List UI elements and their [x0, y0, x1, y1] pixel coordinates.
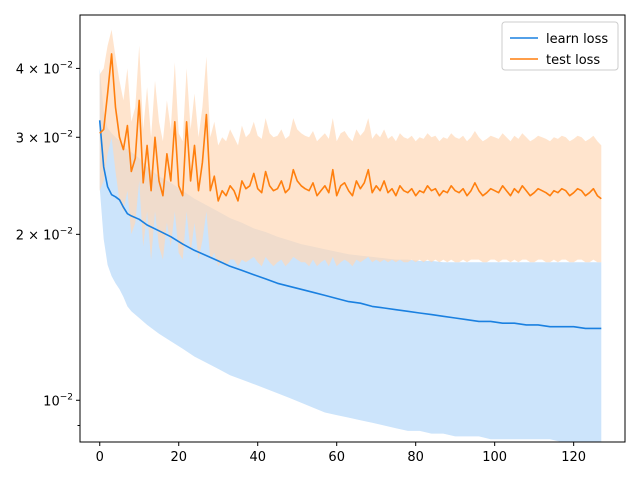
x-tick-label: 80 — [407, 450, 424, 465]
series-lines — [98, 53, 602, 330]
confidence-bands — [99, 29, 602, 442]
x-axis: 0 20 40 60 80 100 120 — [96, 442, 586, 465]
y-tick-label: 10−2 — [43, 392, 73, 409]
legend-box — [501, 21, 619, 71]
test-loss-line — [99, 53, 602, 202]
legend: learn loss test loss — [501, 21, 619, 71]
x-tick-label: 20 — [170, 450, 187, 465]
x-tick-label: 60 — [328, 450, 345, 465]
y-tick-label: 2 × 10−2 — [16, 226, 73, 243]
y-tick-label: 3 × 10−2 — [16, 129, 73, 146]
learn-loss-line — [98, 120, 602, 330]
x-tick-label: 0 — [96, 450, 104, 465]
y-tick-label: 4 × 10−2 — [16, 60, 73, 77]
x-tick-label: 100 — [482, 450, 507, 465]
plot-frame — [79, 14, 626, 443]
legend-label-learn-loss: learn loss — [546, 32, 608, 47]
x-tick-label: 40 — [249, 450, 266, 465]
test-loss-band — [99, 29, 602, 267]
x-tick-label: 120 — [561, 450, 586, 465]
legend-label-test-loss: test loss — [546, 53, 600, 68]
y-axis: 10−2 2 × 10−2 3 × 10−2 4 × 10−2 — [16, 60, 80, 426]
